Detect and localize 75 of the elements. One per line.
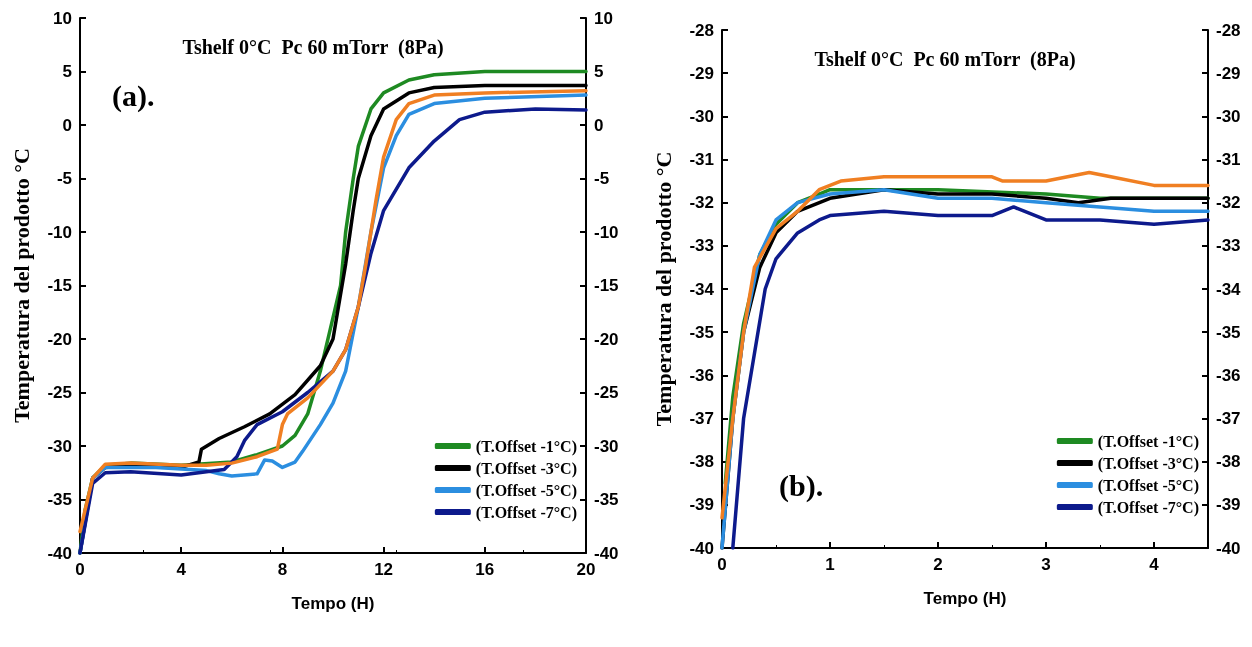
y-tick-label: -40 [47,543,72,563]
y2-tick-label: -15 [594,276,619,295]
legend-label: (T.Offset -3°C) [475,459,578,478]
y2-tick-label: -31 [1216,150,1241,169]
y2-tick-label: -28 [1216,20,1241,40]
y2-tick-label: 10 [594,8,613,28]
y-tick-label: -35 [47,490,72,509]
x-tick-label: 12 [374,560,394,579]
y-tick-label: -33 [689,236,714,256]
y-axis-title: Temperatura del prodotto °C [650,151,676,427]
y-tick-label: -39 [689,495,714,515]
annotation: (b). [779,468,824,503]
y-tick-label: 10 [53,8,72,28]
y2-tick-label: -30 [594,436,619,456]
y2-tick-label: -35 [594,490,619,509]
x-tick-label: 3 [1041,555,1051,574]
y2-tick-label: -5 [594,169,610,188]
legend-label: (T.Offset -5°C) [475,481,578,500]
x-tick-label: 4 [176,560,187,579]
y2-tick-label: -33 [1216,236,1241,256]
x-tick-label: 2 [933,555,943,574]
y-tick-label: -30 [689,106,714,126]
y2-tick-label: -34 [1216,279,1242,299]
y2-tick-label: -35 [1216,322,1241,342]
legend-label: (T.Offset -1°C) [1097,432,1200,451]
y-tick-label: -35 [689,322,714,342]
y2-tick-label: -37 [1216,409,1241,428]
x-tick-label: 0 [75,560,85,579]
x-tick-label: 0 [717,555,727,574]
y2-tick-label: -10 [594,222,619,242]
y-tick-label: -5 [56,169,72,188]
legend-label: (T.Offset -5°C) [1097,476,1200,495]
x-tick-label: 20 [576,560,596,579]
y-tick-label: -37 [689,409,714,428]
y2-tick-label: -20 [594,329,619,349]
y-tick-label: -28 [689,20,714,40]
y-tick-label: 5 [62,62,72,81]
x-tick-label: 16 [475,560,495,579]
y-tick-label: -40 [689,538,714,558]
y2-tick-label: -29 [1216,63,1241,83]
y2-tick-label: -38 [1216,452,1241,472]
y2-tick-label: -25 [594,383,619,402]
x-tick-label: 4 [1149,555,1160,574]
y-tick-label: -15 [47,276,72,295]
legend-label: (T.Offset -3°C) [1097,454,1200,473]
legend-label: (T.Offset -1°C) [475,437,578,456]
y-tick-label: -34 [689,279,715,299]
y2-tick-label: -40 [594,543,619,563]
y2-tick-label: 5 [594,62,604,81]
y-tick-label: -36 [689,365,714,385]
y2-tick-label: -30 [1216,106,1241,126]
y-tick-label: -31 [689,150,714,169]
legend-label: (T.Offset -7°C) [475,503,578,522]
annotation: (a). [112,78,155,113]
y-tick-label: -10 [47,222,72,242]
x-axis-title: Tempo (H) [291,594,375,613]
y-tick-label: -38 [689,452,714,472]
y2-tick-label: -32 [1216,193,1241,213]
y-tick-label: -32 [689,193,714,213]
x-tick-label: 1 [825,555,835,574]
legend-label: (T.Offset -7°C) [1097,498,1200,517]
x-axis-title: Tempo (H) [923,589,1007,608]
y2-tick-label: 0 [594,115,604,135]
y-tick-label: -30 [47,436,72,456]
y2-tick-label: -40 [1216,538,1241,558]
y-tick-label: -25 [47,383,72,402]
y-tick-label: -20 [47,329,72,349]
y2-tick-label: -39 [1216,495,1241,515]
x-tick-label: 8 [277,560,288,579]
y2-tick-label: -36 [1216,365,1241,385]
y-axis-title: Temperatura del prodotto °C [8,148,34,423]
y-tick-label: 0 [62,115,72,135]
text: Tshelf 0°C Pc 60 mTorr (8Pa) [182,36,444,59]
y-tick-label: -29 [689,63,714,83]
text: Tshelf 0°C Pc 60 mTorr (8Pa) [814,48,1076,71]
